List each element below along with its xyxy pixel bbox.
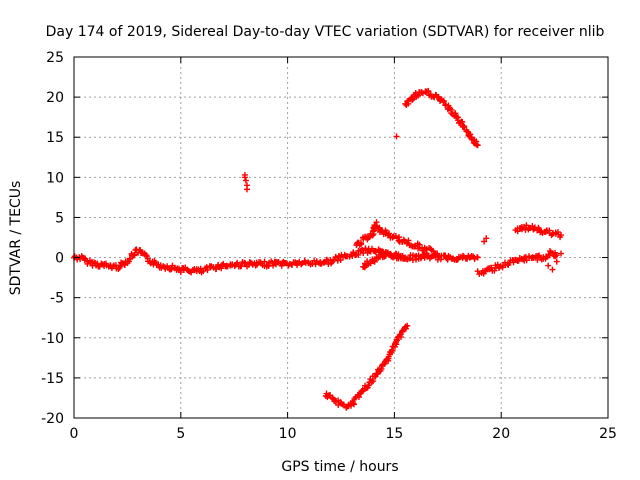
data-point <box>364 258 371 265</box>
grid <box>74 57 608 418</box>
data-point <box>244 186 251 193</box>
y-tick-label: 15 <box>46 130 64 146</box>
data-point <box>558 250 565 257</box>
data-point <box>204 267 211 274</box>
data-point <box>168 266 175 273</box>
data-point <box>378 365 385 372</box>
data-point <box>545 262 552 269</box>
data-point <box>553 252 560 259</box>
data-point <box>386 230 393 237</box>
data-point <box>409 96 416 103</box>
data-point <box>448 106 455 113</box>
data-point <box>409 95 416 102</box>
data-point <box>452 110 459 117</box>
data-point <box>483 235 490 242</box>
data-point <box>218 262 225 269</box>
data-point <box>460 122 467 129</box>
data-point <box>389 234 396 241</box>
axis-ticks: 0 5 10 15 20 25 -20 -15 -10 -5 0 5 10 15 20 25 <box>41 50 617 442</box>
data-point <box>415 92 422 99</box>
data-point <box>131 251 138 258</box>
y-axis-label: SDTVAR / TECUs <box>8 181 24 296</box>
y-tick-label: -5 <box>50 291 64 307</box>
data-point <box>459 118 466 125</box>
y-tick-label: 5 <box>55 210 64 226</box>
data-point <box>467 131 474 138</box>
data-point <box>402 254 409 261</box>
data-point <box>474 254 481 261</box>
data-point <box>474 268 481 275</box>
data-point <box>405 237 412 244</box>
x-tick-label: 25 <box>599 426 617 442</box>
data-point <box>355 394 362 401</box>
data-point <box>350 400 357 407</box>
data-point <box>241 174 248 181</box>
data-point <box>110 263 117 270</box>
x-tick-label: 10 <box>279 426 297 442</box>
data-point <box>481 238 488 245</box>
data-point <box>238 263 245 270</box>
data-point <box>434 250 441 257</box>
x-axis-label: GPS time / hours <box>281 459 398 475</box>
data-point <box>404 322 411 329</box>
x-tick-label: 15 <box>385 426 403 442</box>
data-point <box>218 265 225 272</box>
data-point <box>362 246 369 253</box>
data-point <box>425 252 432 259</box>
chart-title: Day 174 of 2019, Sidereal Day-to-day VTE… <box>46 24 605 40</box>
data-point <box>261 258 268 265</box>
data-point <box>393 133 400 140</box>
y-tick-label: -10 <box>41 331 64 347</box>
data-points <box>70 87 565 411</box>
data-point <box>459 252 466 259</box>
y-tick-label: 25 <box>46 50 64 66</box>
y-tick-label: -20 <box>41 411 64 427</box>
x-tick-label: 5 <box>176 426 185 442</box>
y-tick-label: 20 <box>46 90 64 106</box>
data-point <box>234 259 241 266</box>
data-point <box>523 222 530 229</box>
x-tick-label: 0 <box>70 426 79 442</box>
y-tick-label: 0 <box>55 251 64 267</box>
plot-frame <box>73 56 609 419</box>
data-point <box>549 266 556 273</box>
y-tick-label: -15 <box>41 371 64 387</box>
data-point <box>242 177 249 184</box>
data-point <box>474 142 481 149</box>
x-tick-label: 20 <box>492 426 510 442</box>
y-tick-label: 10 <box>46 170 64 186</box>
data-point <box>385 355 392 362</box>
data-point <box>127 256 134 263</box>
data-point <box>425 87 432 94</box>
data-point <box>558 232 565 239</box>
data-point <box>553 258 560 265</box>
data-point <box>393 337 400 344</box>
data-point <box>242 260 249 267</box>
data-point <box>357 239 364 246</box>
data-point <box>464 128 471 135</box>
data-point <box>546 248 553 255</box>
data-point <box>177 269 184 276</box>
